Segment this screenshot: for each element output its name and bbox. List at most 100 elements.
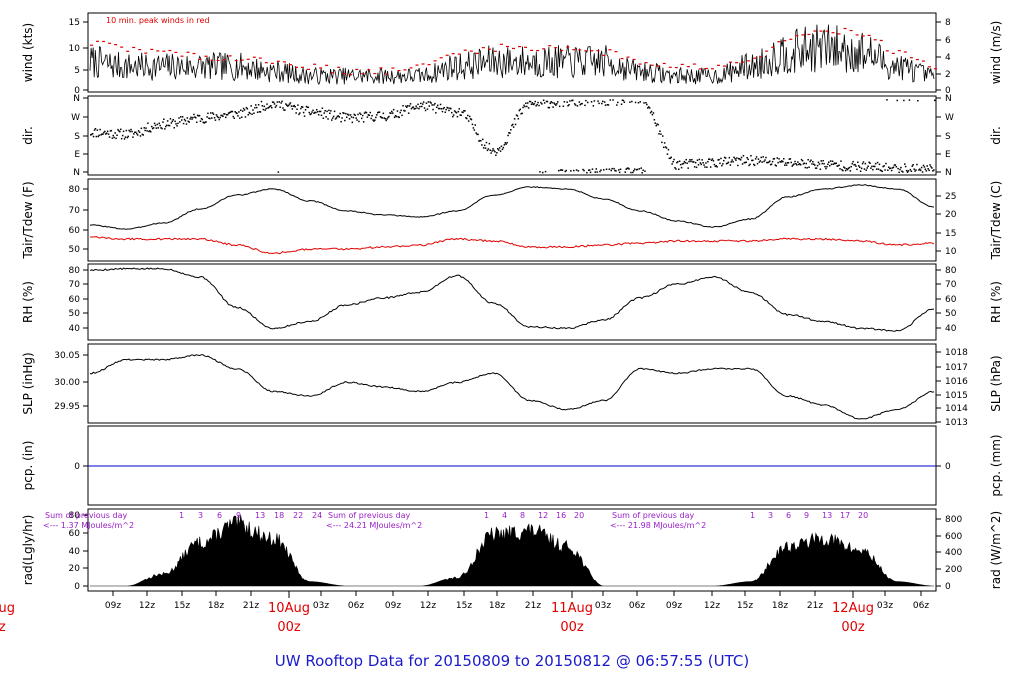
direction-point: [136, 132, 138, 135]
direction-point: [311, 111, 313, 113]
right-tick-label: 0: [945, 582, 951, 592]
direction-point: [164, 128, 166, 130]
direction-point: [365, 111, 368, 114]
direction-point: [810, 159, 812, 161]
direction-point: [835, 162, 837, 164]
direction-points: [90, 99, 936, 174]
left-axis-label: SLP (inHg): [21, 352, 35, 414]
direction-point: [350, 116, 353, 118]
direction-point: [147, 122, 149, 124]
direction-point: [291, 108, 294, 110]
direction-point: [185, 123, 188, 125]
direction-point: [853, 164, 855, 166]
direction-point: [272, 101, 275, 104]
direction-point: [378, 111, 381, 113]
direction-point: [254, 107, 256, 109]
direction-point: [675, 168, 677, 170]
direction-point: [166, 120, 169, 122]
wind-peak-note: 10 min. peak winds in red: [106, 16, 210, 25]
direction-point: [345, 112, 347, 115]
rad-hour-mark: 3: [768, 511, 773, 520]
direction-point: [392, 108, 395, 111]
direction-point: [549, 102, 551, 105]
direction-point: [244, 116, 247, 118]
direction-point: [681, 163, 684, 165]
direction-point: [907, 170, 910, 172]
direction-point: [154, 124, 157, 127]
direction-point: [238, 111, 240, 113]
direction-point: [239, 117, 241, 119]
direction-point: [703, 164, 705, 166]
rad-hour-mark: 8: [520, 511, 525, 520]
direction-point: [662, 135, 664, 137]
direction-point: [693, 166, 696, 168]
rh-line: [89, 267, 935, 332]
direction-point: [542, 171, 544, 174]
direction-point: [894, 164, 897, 166]
direction-point: [462, 111, 464, 114]
direction-point: [759, 160, 762, 162]
direction-point: [196, 121, 198, 123]
direction-point: [232, 115, 234, 118]
direction-point: [798, 163, 800, 166]
direction-point: [563, 101, 566, 103]
direction-point: [867, 165, 869, 167]
direction-point: [163, 118, 165, 120]
direction-point: [711, 158, 714, 160]
direction-point: [490, 152, 492, 154]
direction-point: [927, 168, 929, 170]
direction-point: [595, 168, 597, 170]
direction-point: [826, 165, 828, 168]
right-tick-label: 400: [945, 548, 962, 558]
direction-point: [779, 160, 781, 163]
direction-point: [184, 120, 187, 122]
direction-point: [159, 124, 161, 127]
direction-point: [285, 103, 287, 105]
direction-point: [758, 161, 761, 163]
direction-point: [704, 166, 706, 168]
direction-point: [495, 154, 497, 156]
direction-point: [256, 111, 259, 113]
rad-hour-mark: 1: [179, 511, 184, 520]
direction-point: [132, 136, 134, 138]
direction-point: [814, 164, 816, 166]
direction-point: [432, 108, 434, 111]
direction-point: [825, 167, 827, 170]
direction-point: [334, 118, 337, 120]
direction-point: [390, 112, 392, 114]
direction-point: [408, 105, 411, 107]
direction-point: [196, 114, 199, 117]
panel-frame: [87, 508, 937, 592]
direction-point: [431, 104, 433, 106]
direction-point: [134, 131, 136, 133]
direction-point: [767, 161, 769, 164]
direction-point: [904, 163, 906, 165]
direction-point: [695, 166, 698, 169]
direction-point: [141, 133, 144, 136]
direction-point: [436, 106, 438, 108]
direction-point: [792, 164, 794, 166]
direction-point: [223, 113, 225, 115]
direction-point: [797, 161, 799, 163]
direction-point: [917, 100, 919, 102]
direction-point: [785, 164, 788, 166]
direction-point: [131, 130, 133, 133]
direction-point: [795, 163, 797, 165]
direction-point: [876, 161, 879, 164]
direction-point: [857, 161, 859, 163]
direction-point: [610, 169, 612, 172]
direction-point: [398, 116, 400, 119]
direction-point: [452, 114, 455, 116]
direction-point: [673, 158, 675, 161]
direction-point: [665, 147, 668, 149]
direction-point: [406, 106, 408, 108]
direction-point: [823, 163, 825, 165]
direction-point: [827, 163, 829, 165]
direction-point: [844, 167, 846, 169]
direction-point: [497, 148, 499, 150]
direction-point: [401, 114, 403, 117]
direction-point: [497, 149, 500, 151]
direction-point: [622, 99, 625, 102]
direction-point: [98, 134, 100, 137]
